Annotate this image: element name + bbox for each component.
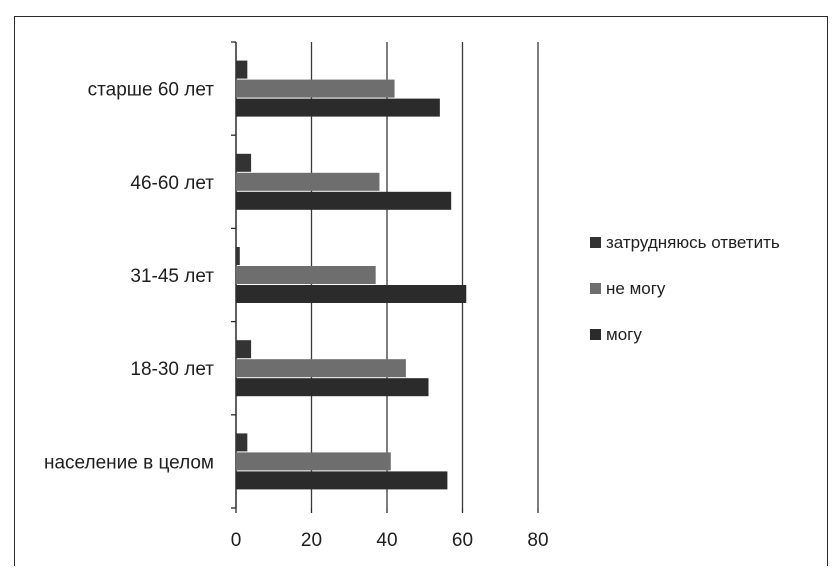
bar-2-0 — [236, 285, 467, 303]
bar-4-0 — [236, 98, 440, 117]
bar-3-1 — [236, 172, 380, 191]
legend-swatch-0 — [590, 237, 601, 248]
bar-2-1 — [236, 266, 376, 284]
category-label: 18-30 лет — [130, 359, 214, 380]
category-label: старше 60 лет — [88, 80, 215, 101]
x-tick-label: 60 — [452, 530, 473, 551]
legend-label-1: не могу — [606, 279, 666, 298]
category-label: 31-45 лет — [130, 266, 214, 287]
bar-3-2 — [236, 153, 252, 172]
legend-swatch-1 — [590, 283, 601, 294]
category-label: население в целом — [44, 452, 214, 473]
bar-1-1 — [236, 359, 406, 378]
legend-label-2: могу — [606, 325, 642, 344]
x-tick-label: 0 — [231, 530, 242, 551]
legend-swatch-2 — [590, 329, 601, 340]
bar-0-0 — [236, 471, 448, 490]
bar-0-1 — [236, 452, 391, 471]
x-tick-label: 40 — [376, 530, 397, 551]
bar-0-2 — [236, 433, 248, 452]
bar-1-0 — [236, 378, 429, 397]
x-tick-label: 20 — [301, 530, 322, 551]
x-tick-label: 80 — [527, 530, 548, 551]
bar-2-2 — [236, 247, 240, 265]
legend-label-0: затрудняюсь ответить — [606, 233, 780, 252]
bar-1-2 — [236, 340, 252, 359]
bar-3-0 — [236, 191, 452, 210]
bar-4-2 — [236, 60, 248, 79]
bar-4-1 — [236, 79, 395, 98]
category-label: 46-60 лет — [130, 173, 214, 194]
